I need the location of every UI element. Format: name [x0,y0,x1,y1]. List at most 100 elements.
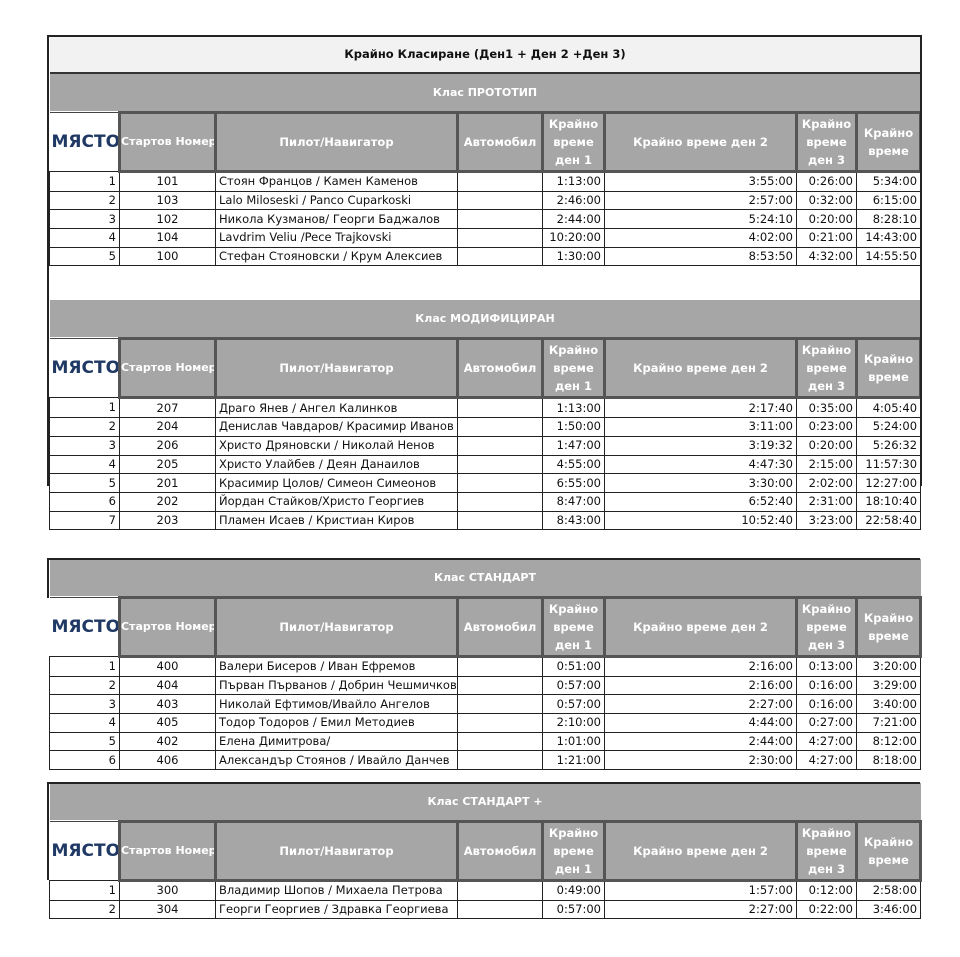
cell-day3: 0:26:00 [796,171,857,192]
cell-number: 406 [119,750,216,771]
column-header-day2: Крайно време ден 2 [603,111,798,173]
cell-day3: 0:23:00 [796,417,857,437]
cell-place: 1 [49,397,120,419]
cell-total: 5:26:32 [855,435,922,456]
cell-pilot: Lalo Miloseski / Panco Cuparkoski [215,190,458,211]
results-table: Крайно Класиране (Ден1 + Ден 2 +Ден 3) Кл… [49,36,923,531]
cell-pilot: Първан Първанов / Добрин Чешмичков [215,675,458,696]
cell-car [457,880,543,901]
cell-car [457,228,543,248]
cell-day2: 2:44:00 [604,731,797,752]
cell-number: 304 [119,899,216,920]
cell-day1: 1:50:00 [542,417,605,437]
cell-total: 3:46:00 [855,899,922,920]
column-header-row: МЯСТО: Стартов Номер Пилот/Навигатор Автомо… [49,820,923,882]
class-header-row: Клас СТАНДАРТ + [49,783,921,822]
cell-place: 4 [49,713,120,733]
table-row: 2 304 Георги Георгиев / Здравка Георгиева 0… [49,899,922,920]
spacer [50,266,921,301]
title-row: Крайно Класиране (Ден1 + Ден 2 +Ден 3) [49,36,921,74]
cell-day2: 2:57:00 [604,190,797,211]
cell-number: 103 [119,190,216,211]
cell-day2: 3:55:00 [604,171,797,192]
cell-day2: 2:27:00 [604,694,797,715]
column-header-day3: Крайно време ден 3 [795,596,858,658]
cell-day1: 0:57:00 [542,899,605,920]
cell-pilot: Христо Дряновски / Николай Ненов [215,435,458,456]
cell-pilot: Драго Янев / Ангел Калинков [215,397,458,419]
table-row: 3 403 Николай Ефтимов/Ивайло Ангелов 0:57:0… [49,694,921,715]
cell-day1: 1:13:00 [542,171,605,192]
cell-number: 405 [119,713,216,733]
cell-car [457,397,543,419]
cell-day1: 1:01:00 [542,731,605,752]
column-header-day1: Крайно време ден 1 [541,337,606,400]
column-header-row: МЯСТО: Стартов Номер Пилот/Навигатор Автомо… [49,596,922,658]
cell-car [457,656,543,677]
cell-total: 22:58:40 [855,510,922,531]
column-header-total: Крайно време [854,820,923,882]
cell-number: 403 [119,694,216,715]
cell-place: 7 [49,510,120,531]
cell-day3: 0:16:00 [796,675,857,696]
cell-day3: 0:20:00 [796,209,857,230]
cell-day2: 2:17:40 [604,397,797,419]
table-row: 1 207 Драго Янев / Ангел Калинков 1:13:00 2:… [49,397,922,419]
cell-pilot: Александър Стоянов / Ивайло Данчев [215,750,458,771]
cell-total: 14:43:00 [855,228,922,248]
column-header-day3: Крайно време ден 3 [795,820,858,882]
cell-car [457,510,543,531]
cell-place: 6 [49,491,120,512]
cell-car [457,713,543,733]
cell-place: 4 [49,228,120,248]
cell-day3: 0:20:00 [796,435,857,456]
cell-total: 8:18:00 [856,750,921,771]
section-prototype-modified: Крайно Класиране (Ден1 + Ден 2 +Ден 3) Кл… [49,36,923,531]
cell-day2: 5:24:10 [604,209,797,230]
cell-day2: 10:52:40 [604,510,797,531]
cell-place: 3 [49,435,120,456]
table-row: 2 404 Първан Първанов / Добрин Чешмичков 0:… [49,675,921,696]
cell-total: 2:58:00 [855,880,922,901]
table-row: 1 300 Владимир Шопов / Михаела Петрова 0:49… [49,880,922,901]
cell-total: 6:15:00 [855,190,922,211]
table-row: 1 101 Стоян Францов / Камен Каменов 1:13:00… [49,171,922,192]
column-header-car: Автомобил [456,596,544,658]
cell-day2: 2:16:00 [604,656,797,677]
cell-car [457,190,543,211]
class-header-row: Клас МОДИФИЦИРАН [49,300,921,340]
cell-day3: 4:27:00 [796,750,857,771]
table-row: 5 201 Красимир Цолов/ Симеон Симеонов 6:55:… [49,473,922,493]
cell-total: 14:55:50 [855,246,922,267]
cell-car [457,209,543,230]
cell-day3: 3:23:00 [796,510,857,531]
cell-day1: 6:55:00 [542,473,605,493]
column-header-place: МЯСТО: [49,821,120,881]
table-row: 4 104 Lavdrim Veliu /Pece Trajkovski 10:20:… [49,228,922,248]
cell-pilot: Христо Улайбев / Деян Данаилов [215,454,458,475]
column-header-day3: Крайно време ден 3 [795,111,858,173]
cell-day3: 0:32:00 [796,190,857,211]
cell-number: 300 [119,880,216,901]
column-header-pilot: Пилот/Навигатор [214,337,459,400]
cell-day3: 0:13:00 [796,656,857,677]
cell-car [457,435,543,456]
column-header-day2: Крайно време ден 2 [603,337,798,400]
cell-day2: 8:53:50 [604,246,797,267]
cell-day1: 10:20:00 [542,228,605,248]
column-header-start-number: Стартов Номер [118,111,217,173]
cell-day1: 0:49:00 [542,880,605,901]
cell-day1: 1:21:00 [542,750,605,771]
cell-number: 205 [119,454,216,475]
cell-pilot: Тодор Тодоров / Емил Методиев [215,713,458,733]
cell-number: 404 [119,675,216,696]
cell-day1: 1:47:00 [542,435,605,456]
cell-number: 206 [119,435,216,456]
cell-day3: 0:27:00 [796,713,857,733]
cell-number: 201 [119,473,216,493]
column-header-day2: Крайно време ден 2 [603,820,798,882]
cell-day2: 3:19:32 [604,435,797,456]
cell-place: 1 [49,656,120,677]
cell-day2: 3:11:00 [604,417,797,437]
cell-number: 101 [119,171,216,192]
